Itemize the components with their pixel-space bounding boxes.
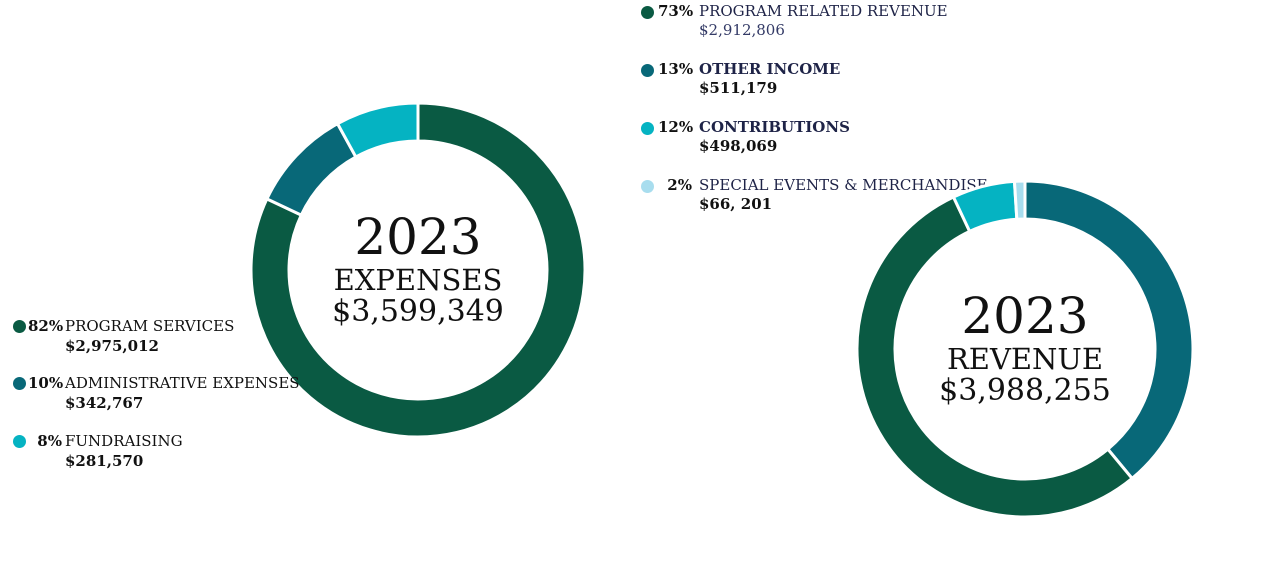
revenue-donut-chart: 2023 REVENUE $3,988,255: [855, 179, 1195, 519]
legend-label: OTHER INCOME: [699, 60, 841, 78]
legend-amount: $2,975,012: [65, 337, 159, 355]
legend-dot: [641, 122, 654, 135]
legend-percent: 8%: [37, 432, 62, 450]
slice-program-services: [249, 101, 587, 439]
legend-amount: $498,069: [699, 137, 778, 155]
slice-fundraising: [335, 101, 420, 159]
revenue-donut-svg: [855, 179, 1195, 519]
legend-percent: 73%: [658, 2, 694, 20]
slice-other-income: [1023, 179, 1195, 481]
revenue-center-label: 2023 REVENUE $3,988,255: [856, 180, 1194, 518]
legend-dot: [641, 64, 654, 77]
legend-dot: [13, 377, 26, 390]
legend-dot: [13, 435, 26, 448]
revenue-label: REVENUE: [946, 342, 1104, 376]
legend-percent: 10%: [28, 374, 64, 392]
legend-amount: $66, 201: [699, 195, 773, 213]
legend-label: CONTRIBUTIONS: [699, 118, 850, 136]
slice-special-events-and-merchandise: [1012, 179, 1027, 221]
expenses-legend: 82% PROGRAM SERVICES $2,975,012 10% ADMI…: [12, 316, 302, 476]
expenses-donut-svg: [249, 101, 587, 439]
revenue-total: $3,988,255: [939, 373, 1111, 408]
expenses-center-label: 2023 EXPENSES $3,599,349: [250, 102, 586, 438]
legend-percent: 12%: [658, 118, 694, 136]
legend-dot: [641, 180, 654, 193]
expenses-donut-chart: 2023 EXPENSES $3,599,349: [249, 101, 587, 439]
legend-label: PROGRAM SERVICES: [65, 317, 235, 335]
slice-program-related-revenue: [855, 194, 1135, 519]
legend-amount: $281,570: [65, 452, 144, 470]
legend-amount: $511,179: [699, 79, 778, 97]
legend-amount: $342,767: [65, 394, 144, 412]
legend-label: FUNDRAISING: [65, 432, 183, 450]
expenses-label: EXPENSES: [333, 263, 503, 297]
legend-label: SPECIAL EVENTS & MERCHANDISE: [699, 176, 988, 194]
legend-percent: 82%: [28, 317, 64, 335]
legend-label: PROGRAM RELATED REVENUE: [699, 2, 948, 20]
expenses-total: $3,599,349: [332, 294, 504, 329]
legend-dot: [13, 320, 26, 333]
legend-dot: [641, 6, 654, 19]
legend-label: ADMINISTRATIVE EXPENSES: [65, 374, 300, 392]
revenue-legend: 73% PROGRAM RELATED REVENUE $2,912,806 1…: [640, 1, 988, 216]
legend-percent: 2%: [667, 176, 692, 194]
legend-amount: $2,912,806: [699, 21, 785, 39]
legend-percent: 13%: [658, 60, 694, 78]
revenue-year: 2023: [961, 287, 1089, 345]
expenses-year: 2023: [354, 208, 482, 266]
